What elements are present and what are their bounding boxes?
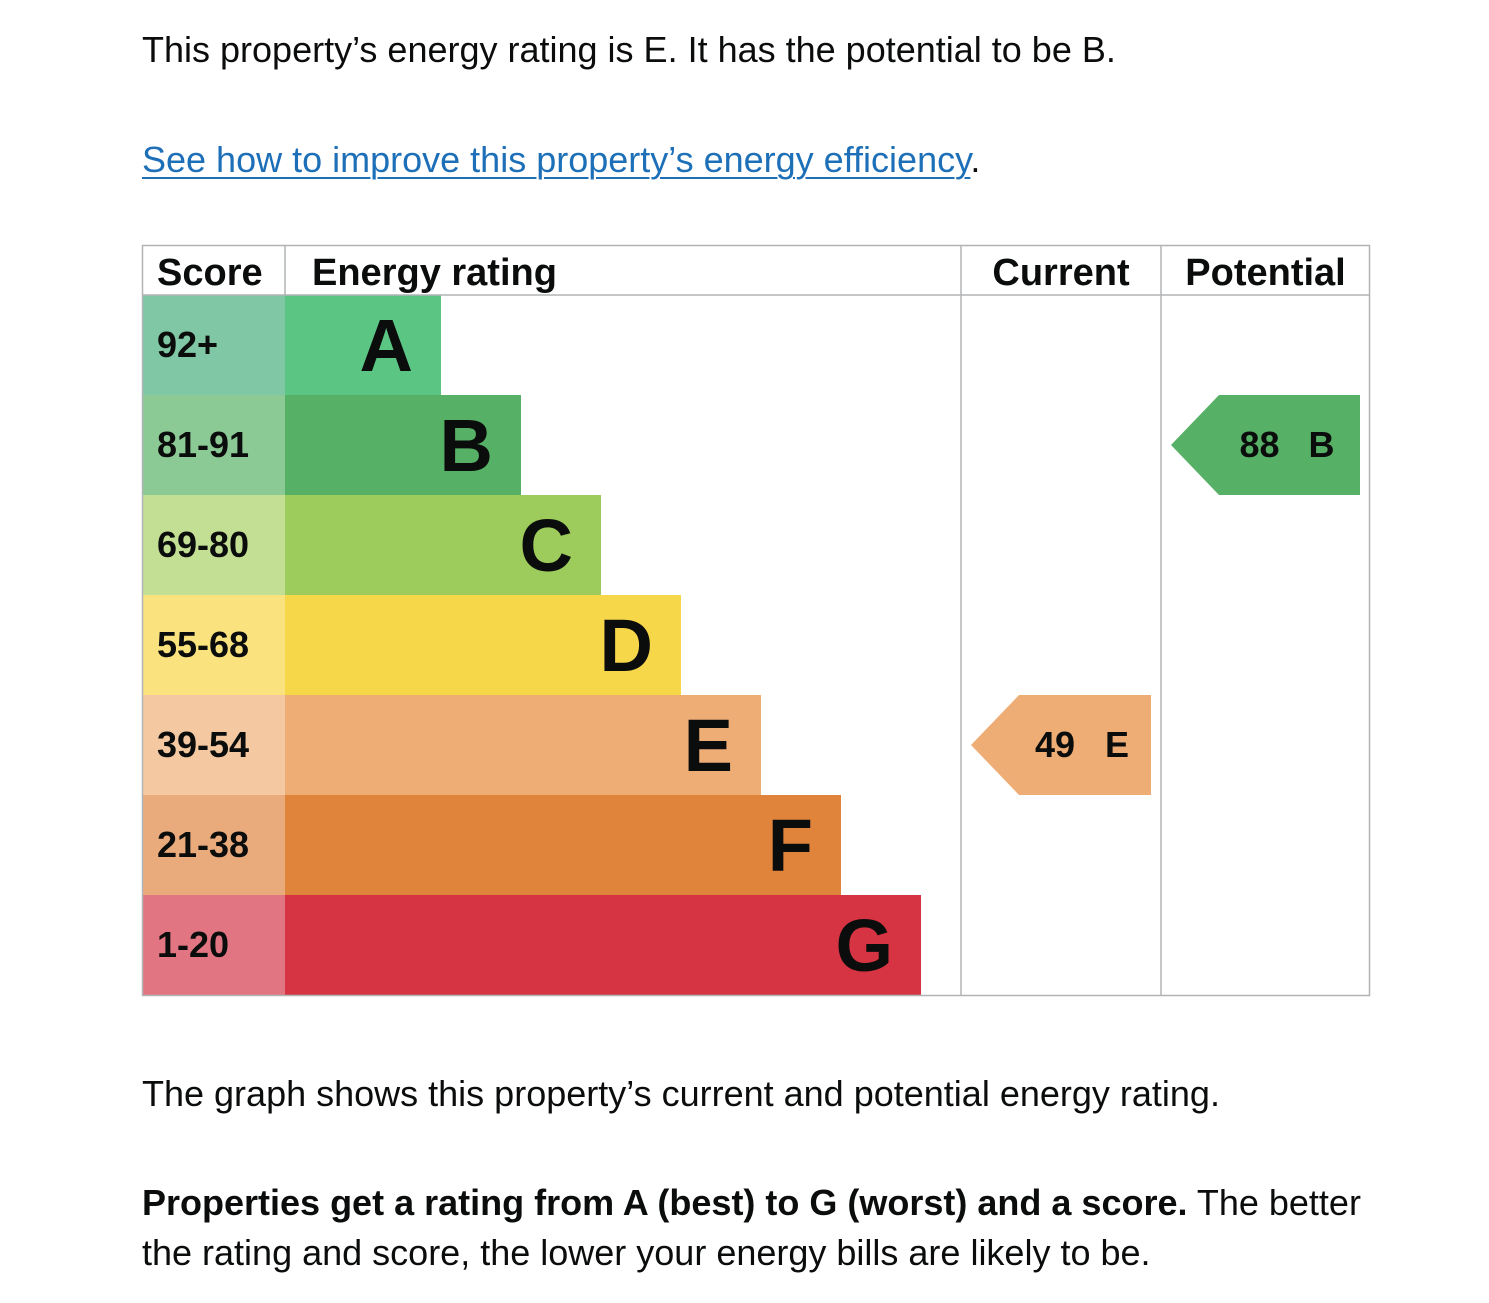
rating-letter: E <box>684 704 733 787</box>
rating-summary: This property’s energy rating is E. It h… <box>142 29 1116 70</box>
header-energy-rating: Energy rating <box>312 252 557 294</box>
rating-bar-g <box>285 895 921 995</box>
score-range-label: 21-38 <box>157 824 249 865</box>
score-cell-f <box>142 795 285 895</box>
chart-border <box>141 244 1371 997</box>
rating-letter: B <box>440 404 493 487</box>
improve-link-line: See how to improve this property’s energ… <box>142 135 1372 185</box>
rating-bar-d <box>285 595 681 695</box>
rating-bar-c <box>285 495 601 595</box>
current-rating-letter: E <box>1105 724 1129 765</box>
score-range-label: 81-91 <box>157 424 249 465</box>
rating-explanation-rest: The better the rating and score, the low… <box>142 1182 1361 1273</box>
score-range-label: 55-68 <box>157 624 249 665</box>
rating-letter: D <box>600 604 653 687</box>
score-cell-e <box>142 695 285 795</box>
score-cell-g <box>142 895 285 995</box>
header-potential: Potential <box>1185 252 1345 294</box>
score-range-label: 92+ <box>157 324 218 365</box>
rating-bar-f <box>285 795 841 895</box>
score-range-label: 1-20 <box>157 924 229 965</box>
score-cell-a <box>142 295 285 395</box>
potential-rating-score: 88 <box>1239 424 1279 465</box>
score-range-label: 69-80 <box>157 524 249 565</box>
rating-bar-b <box>285 395 521 495</box>
rating-letter: G <box>835 904 893 987</box>
graph-description: The graph shows this property’s current … <box>142 1073 1220 1114</box>
rating-letter: F <box>768 804 813 887</box>
current-rating-score: 49 <box>1035 724 1075 765</box>
score-range-label: 39-54 <box>157 724 249 765</box>
rating-letter: C <box>520 504 573 587</box>
potential-rating-arrow <box>1171 395 1360 495</box>
score-cell-b <box>142 395 285 495</box>
rating-bar-a <box>285 295 441 395</box>
rating-explanation: Properties get a rating from A (best) to… <box>142 1178 1372 1278</box>
rating-bar-e <box>285 695 761 795</box>
score-cell-d <box>142 595 285 695</box>
improve-efficiency-link[interactable]: See how to improve this property’s energ… <box>142 139 971 180</box>
header-score: Score <box>157 252 263 294</box>
link-suffix: . <box>970 139 981 180</box>
rating-letter: A <box>360 304 413 387</box>
rating-explanation-bold: Properties get a rating from A (best) to… <box>142 1182 1188 1223</box>
header-current: Current <box>992 252 1130 294</box>
score-cell-c <box>142 495 285 595</box>
current-rating-arrow <box>971 695 1151 795</box>
potential-rating-letter: B <box>1309 424 1335 465</box>
